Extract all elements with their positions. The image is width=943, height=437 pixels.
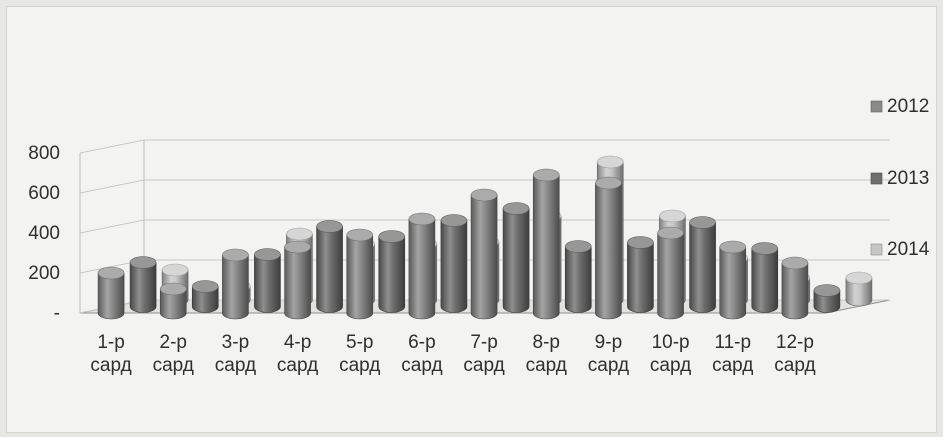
- bar-2013-2: [191, 286, 219, 313]
- x-tick-label: 7-р: [470, 332, 497, 353]
- x-tick-label: сард: [650, 355, 691, 376]
- bar-top-2014-12: [845, 271, 873, 285]
- bar-2012-1: [97, 272, 125, 320]
- bar-2012-10: [657, 232, 684, 320]
- bar-2013-6: [440, 220, 468, 313]
- x-tick-label: 10-р: [652, 332, 690, 353]
- bar-top-2013-3: [254, 248, 281, 261]
- x-tick-label: 2-р: [160, 332, 187, 353]
- y-tick-label: 400: [28, 223, 60, 244]
- bar-2012-9: [595, 182, 622, 320]
- bar-top-2013-8: [564, 240, 592, 253]
- x-tick-label: сард: [215, 355, 256, 376]
- bar-top-2012-9: [595, 176, 622, 190]
- bar-top-2012-3: [222, 248, 249, 262]
- bar-2012-2: [159, 288, 187, 320]
- legend-swatch-2013: [870, 172, 883, 185]
- bar-top-2014-1: [161, 263, 189, 277]
- bar-top-2013-10: [689, 216, 716, 229]
- bar-top-2012-2: [159, 282, 187, 296]
- bar-top-2013-4: [316, 220, 343, 233]
- bar-top-2012-8: [532, 168, 560, 182]
- bar-2014-12: [845, 277, 873, 307]
- x-tick-label: сард: [588, 355, 629, 376]
- legend-swatch-2014: [870, 243, 883, 256]
- bar-2013-10: [689, 222, 716, 313]
- x-tick-label: 6-р: [408, 332, 435, 353]
- bar-top-2014-9: [659, 209, 686, 223]
- x-tick-label: 5-р: [346, 332, 373, 353]
- bar-2012-8: [532, 174, 560, 320]
- bar-2012-4: [284, 246, 311, 320]
- bar-2013-8: [564, 246, 592, 313]
- bar-top-2013-5: [378, 230, 406, 243]
- bar-top-2012-1: [97, 266, 125, 280]
- bar-2012-12: [781, 262, 809, 320]
- bar-top-2013-7: [502, 202, 530, 215]
- bar-2012-11: [719, 246, 747, 320]
- bar-2012-6: [408, 218, 436, 320]
- x-tick-label: сард: [90, 355, 131, 376]
- bar-top-2014-3: [286, 227, 313, 241]
- legend-swatch-2012: [870, 100, 883, 113]
- legend-label: 2014: [887, 239, 930, 260]
- y-tick-label: 200: [28, 263, 60, 284]
- bar-2012-7: [470, 194, 498, 320]
- bar-top-2012-5: [346, 228, 374, 242]
- y-tick-label: -: [54, 303, 60, 324]
- bar-2012-3: [222, 254, 249, 320]
- gridline: [79, 139, 890, 154]
- bar-top-2013-6: [440, 214, 468, 227]
- bar-top-2013-1: [129, 256, 157, 269]
- bar-top-2012-12: [781, 256, 809, 270]
- bar-2013-9: [627, 242, 654, 313]
- bar-2013-4: [316, 226, 343, 313]
- x-tick-label: 11-р: [714, 332, 751, 353]
- bar-top-2014-8: [596, 155, 624, 169]
- legend-label: 2012: [887, 96, 929, 117]
- x-tick-label: 1-р: [97, 332, 124, 353]
- bar-top-2012-4: [284, 240, 311, 254]
- x-tick-label: 9-р: [595, 332, 622, 353]
- bar-top-2013-12: [813, 284, 841, 297]
- bar-top-2013-11: [751, 242, 779, 255]
- y-tick-label: 600: [28, 183, 60, 204]
- bar-2013-11: [751, 248, 779, 313]
- bar-2012-5: [346, 234, 374, 320]
- bar-top-2012-7: [470, 188, 498, 202]
- y-tick-label: 800: [28, 143, 60, 164]
- bar-top-2012-10: [657, 226, 684, 240]
- bar-2013-7: [502, 208, 530, 313]
- x-tick-label: сард: [774, 355, 815, 376]
- x-tick-label: сард: [712, 355, 753, 376]
- bar-top-2012-11: [719, 240, 747, 254]
- x-tick-label: сард: [401, 355, 442, 376]
- x-tick-label: 8-р: [533, 332, 560, 353]
- bar-top-2013-9: [627, 236, 654, 249]
- bar-2013-5: [378, 236, 406, 313]
- x-tick-label: сард: [277, 355, 318, 376]
- x-tick-label: 12-р: [776, 332, 814, 353]
- x-tick-label: 4-р: [284, 332, 311, 353]
- bar-top-2013-2: [191, 280, 219, 293]
- x-tick-label: 3-р: [222, 332, 249, 353]
- x-tick-label: сард: [463, 355, 504, 376]
- bar-top-2012-6: [408, 212, 436, 226]
- legend-label: 2013: [887, 168, 929, 189]
- x-tick-label: сард: [153, 355, 194, 376]
- bar-2013-1: [129, 262, 157, 313]
- x-tick-label: сард: [526, 355, 567, 376]
- x-tick-label: сард: [339, 355, 380, 376]
- bar-2013-3: [254, 254, 281, 313]
